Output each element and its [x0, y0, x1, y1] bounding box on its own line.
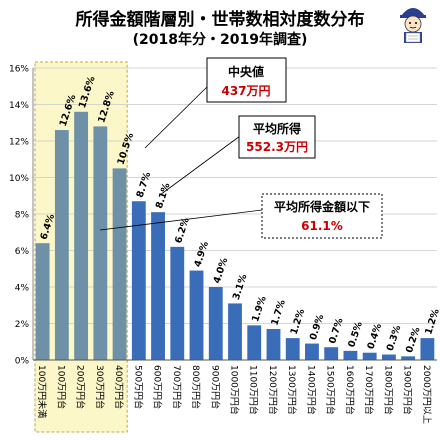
y-tick-label: 4% — [15, 284, 30, 294]
y-tick-label: 16% — [9, 65, 29, 75]
bar — [401, 356, 416, 360]
bar — [151, 212, 165, 360]
x-tick-label: 200万円台 — [75, 365, 87, 409]
bar — [228, 303, 242, 360]
chart-subtitle: (2018年分・2019年調査) — [132, 32, 308, 48]
data-label: 0.5% — [346, 320, 365, 349]
y-tick-label: 2% — [15, 320, 30, 330]
data-label: 4.9% — [192, 240, 211, 269]
x-tick-label: 1900万円台 — [402, 365, 414, 415]
bar — [54, 130, 69, 360]
bar — [208, 287, 223, 360]
bar — [343, 350, 358, 360]
x-tick-label: 800万円台 — [190, 365, 202, 409]
data-label: 1.7% — [269, 298, 288, 327]
bar — [324, 347, 339, 360]
data-label: 0.9% — [308, 313, 327, 342]
data-label: 0.2% — [404, 325, 423, 354]
x-tick-label: 300万円台 — [94, 365, 106, 409]
x-tick-label: 1400万円台 — [305, 365, 317, 415]
x-tick-label: 600万円台 — [152, 365, 164, 409]
bar — [74, 111, 89, 360]
y-tick-label: 10% — [9, 174, 29, 184]
bar — [189, 270, 204, 360]
median-label: 中央値 — [228, 64, 264, 79]
bar — [35, 243, 50, 360]
x-tick-label: 1500万円台 — [325, 365, 337, 415]
bar — [285, 338, 300, 360]
median-value: 437万円 — [221, 84, 270, 98]
bar — [266, 328, 281, 360]
below-mean-callout: 平均所得金額以下 61.1% — [99, 193, 383, 239]
x-tick-label: 1800万円台 — [382, 365, 394, 415]
x-tick-label: 100万円台 — [55, 365, 67, 409]
bar — [381, 354, 396, 360]
mascot-icon — [400, 8, 426, 43]
data-label: 0.3% — [385, 324, 404, 353]
bar — [362, 352, 377, 360]
bar — [131, 201, 146, 360]
data-label: 8.7% — [135, 170, 154, 199]
below-mean-value: 61.1% — [301, 219, 343, 233]
data-label: 4.0% — [212, 256, 231, 285]
x-tick-label: 400万円台 — [113, 365, 125, 409]
x-tick-label: 100万円未満 — [36, 365, 48, 418]
x-tick-label: 1300万円台 — [286, 365, 298, 415]
data-label: 0.4% — [366, 322, 385, 351]
y-tick-label: 0% — [15, 357, 30, 367]
mean-callout: 平均所得 552.3万円 — [159, 115, 316, 196]
x-tick-label: 900万円台 — [209, 365, 221, 409]
bar — [305, 343, 319, 360]
x-tick-label: 1700万円台 — [363, 365, 375, 415]
x-tick-label: 700万円台 — [171, 365, 183, 409]
y-tick-label: 8% — [15, 211, 30, 221]
mean-label: 平均所得 — [253, 121, 301, 136]
chart-title: 所得金額階層別・世帯数相対度数分布 — [75, 10, 365, 30]
x-tick-label: 1600万円台 — [344, 365, 356, 415]
y-tick-label: 6% — [15, 247, 30, 257]
x-tick-label: 1100万円台 — [248, 365, 260, 415]
data-label: 1.2% — [423, 307, 440, 336]
bar — [112, 168, 127, 360]
median-callout: 中央値 437万円 — [144, 57, 287, 149]
data-label: 8.1% — [154, 181, 173, 210]
y-tick-label: 14% — [9, 101, 29, 111]
bar — [170, 246, 185, 360]
x-tick-label: 2000万円以上 — [421, 365, 432, 424]
x-tick-label: 500万円台 — [132, 365, 144, 409]
mean-value: 552.3万円 — [246, 140, 308, 154]
bar — [420, 338, 435, 360]
below-mean-label: 平均所得金額以下 — [274, 199, 370, 214]
data-label: 1.9% — [250, 294, 269, 323]
bar — [247, 325, 262, 360]
y-tick-label: 12% — [9, 138, 29, 148]
bar — [93, 126, 108, 361]
x-tick-label: 1200万円台 — [267, 365, 279, 415]
data-label: 1.2% — [289, 307, 308, 336]
x-tick-label: 1000万円台 — [229, 365, 241, 415]
data-label: 0.7% — [327, 316, 346, 345]
